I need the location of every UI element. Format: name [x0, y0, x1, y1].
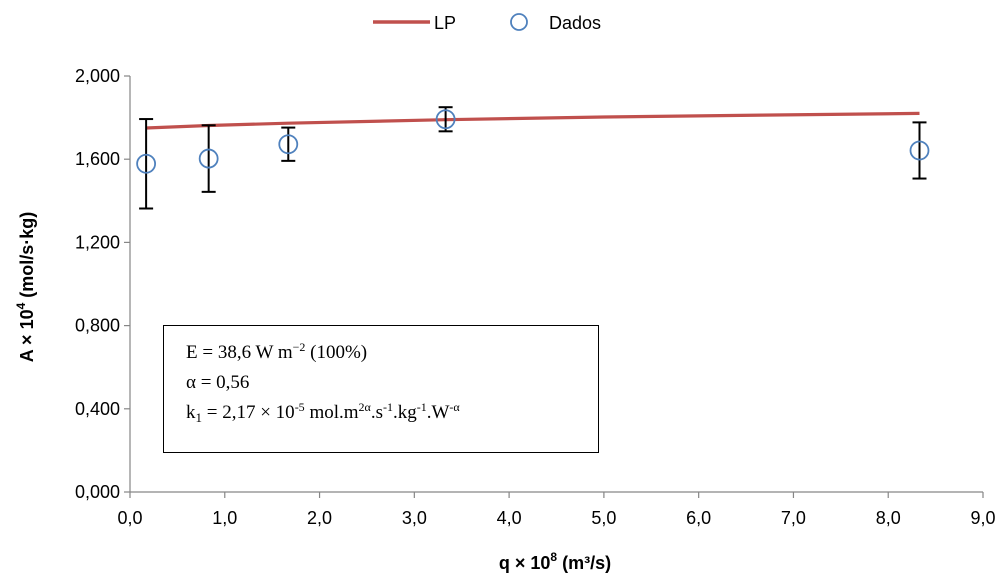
data-point: [278, 134, 299, 155]
x-tick-label: 2,0: [307, 508, 332, 528]
annotation-line-alpha: α = 0,56: [186, 372, 250, 393]
legend-dados-label: Dados: [549, 13, 601, 33]
x-tick-label: 1,0: [212, 508, 237, 528]
y-tick-label: 2,000: [75, 66, 120, 86]
data-point: [435, 109, 456, 130]
y-axis-title: A × 104 (mol/s·kg): [14, 212, 37, 363]
data-point: [136, 153, 157, 174]
x-axis-title: q × 108 (m³/s): [499, 550, 611, 573]
x-tick-label: 4,0: [497, 508, 522, 528]
parameter-annotation-box: E = 38,6 W m−2 (100%) α = 0,56 k1 = 2,17…: [163, 325, 599, 453]
data-point: [198, 148, 219, 169]
x-tick-label: 0,0: [117, 508, 142, 528]
annotation-line-k1: k1 = 2,17 × 10-5 mol.m2α.s-1.kg-1.W-α: [186, 400, 460, 425]
legend: LP Dados: [373, 13, 601, 33]
y-tick-label: 1,200: [75, 232, 120, 252]
y-tick-label: 1,600: [75, 149, 120, 169]
y-tick-label: 0,800: [75, 316, 120, 336]
legend-dados-marker: [510, 13, 528, 31]
annotation-line-irradiance: E = 38,6 W m−2 (100%): [186, 340, 368, 363]
plot-area: [136, 106, 930, 210]
lp-line: [146, 111, 920, 130]
x-tick-label: 7,0: [781, 508, 806, 528]
x-tick-label: 8,0: [876, 508, 901, 528]
y-tick-label: 0,000: [75, 482, 120, 502]
x-tick-label: 9,0: [970, 508, 995, 528]
y-tick-label: 0,400: [75, 399, 120, 419]
axes: [124, 75, 984, 498]
x-tick-label: 6,0: [686, 508, 711, 528]
tick-labels: 0,000 0,400 0,800 1,200 1,600 2,000 0,0 1,0 2,0 3…: [75, 66, 996, 528]
x-tick-label: 3,0: [402, 508, 427, 528]
data-point: [909, 140, 930, 161]
legend-lp-label: LP: [434, 13, 456, 33]
x-tick-label: 5,0: [591, 508, 616, 528]
